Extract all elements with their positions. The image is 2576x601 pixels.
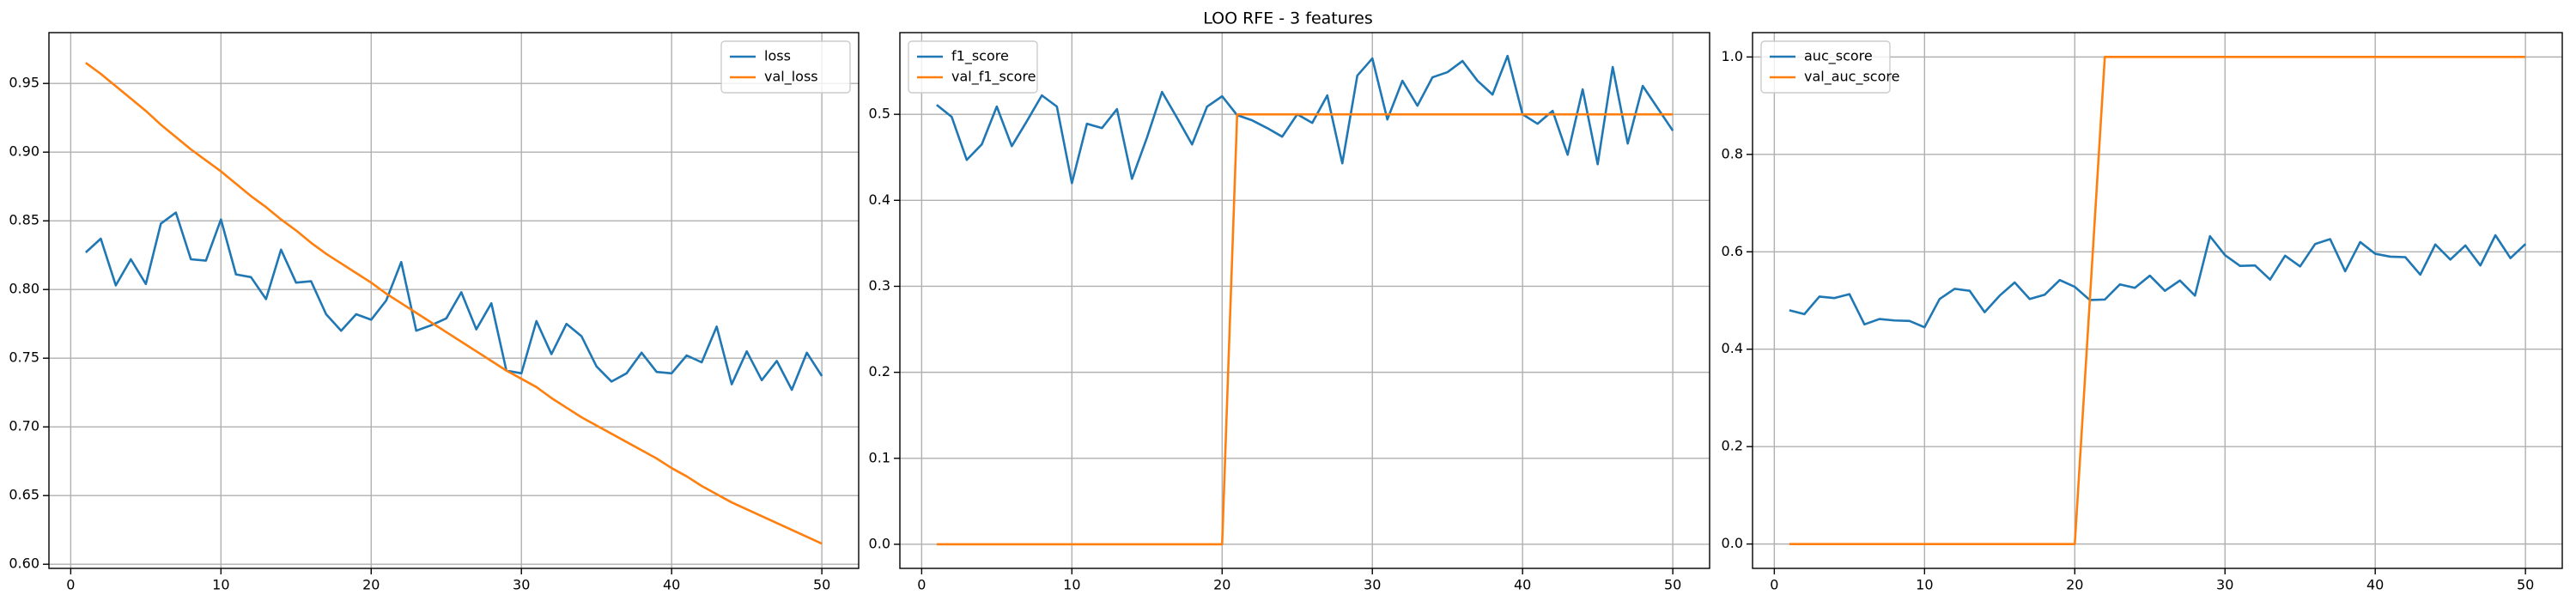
series-line [936,112,1674,546]
legend-box [908,40,1038,94]
axes-frame [1752,32,2563,569]
legend-label: auc_score [1804,48,1873,65]
axes-frame [899,32,1710,569]
y-tick-label: 0.0 [1722,535,1743,551]
x-tick-label: 30 [2216,577,2233,593]
y-tick-label: 0.80 [9,281,39,297]
x-tick-label: 40 [2366,577,2384,593]
y-tick-label: 0.0 [869,535,890,551]
y-tick-label: 0.95 [9,75,39,91]
series-line [84,211,823,392]
series-line [85,62,823,545]
legend-label: val_loss [764,69,818,86]
y-tick-label: 0.8 [1722,145,1743,161]
x-tick-label: 0 [1770,577,1778,593]
y-tick-label: 1.0 [1722,48,1743,64]
x-tick-label: 50 [2517,577,2534,593]
legend-label: val_auc_score [1804,69,1899,86]
x-tick-label: 20 [362,577,380,593]
x-tick-label: 0 [66,577,75,593]
x-tick-label: 10 [1063,577,1080,593]
legend-box [1760,40,1891,94]
y-tick-label: 0.1 [869,449,890,465]
y-tick-label: 0.75 [9,349,39,366]
figure-title: LOO RFE - 3 features [1203,9,1373,28]
legend-label: loss [764,48,791,64]
y-tick-label: 0.6 [1722,243,1743,259]
legend-box [720,40,851,94]
y-tick-label: 0.70 [9,418,39,434]
legend-label: val_f1_score [951,69,1036,86]
x-tick-label: 40 [1514,577,1531,593]
series-line [936,54,1674,185]
y-tick-label: 0.5 [869,106,890,122]
x-tick-label: 20 [1213,577,1230,593]
y-tick-label: 0.65 [9,487,39,503]
legend-label: f1_score [951,48,1009,65]
x-tick-label: 40 [663,577,680,593]
x-tick-label: 30 [1364,577,1381,593]
series-line [1789,234,2527,329]
x-tick-label: 20 [2066,577,2083,593]
x-tick-label: 0 [917,577,926,593]
x-tick-label: 50 [1664,577,1681,593]
y-tick-label: 0.90 [9,143,39,160]
y-tick-label: 0.4 [869,191,890,208]
x-tick-label: 10 [212,577,229,593]
y-tick-label: 0.2 [1722,438,1743,454]
x-tick-label: 30 [513,577,530,593]
x-tick-label: 50 [813,577,830,593]
y-tick-label: 0.2 [869,363,890,379]
axes-frame [48,32,860,569]
x-tick-label: 10 [1916,577,1933,593]
y-tick-label: 0.85 [9,212,39,228]
y-tick-label: 0.3 [869,277,890,294]
series-line [1789,56,2526,545]
y-tick-label: 0.4 [1722,340,1743,356]
y-tick-label: 0.60 [9,555,39,572]
